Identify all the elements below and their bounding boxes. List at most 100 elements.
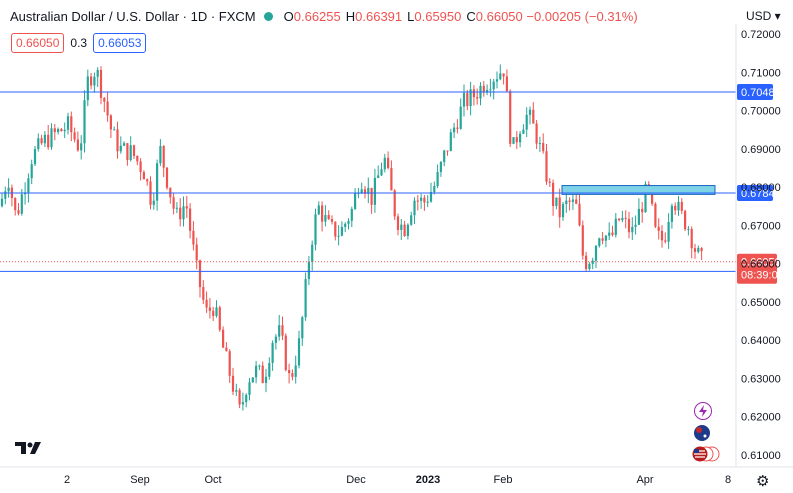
candle-body bbox=[156, 163, 159, 201]
candle-body bbox=[624, 217, 627, 219]
aud-flag-icon[interactable] bbox=[694, 425, 710, 441]
candle-body bbox=[502, 73, 505, 77]
x-tick-label: Sep bbox=[130, 474, 150, 486]
candle-body bbox=[241, 402, 244, 405]
candle-body bbox=[505, 76, 508, 92]
level-price-label: 0.67846 bbox=[741, 188, 781, 200]
candle-body bbox=[7, 187, 10, 192]
buy-button[interactable]: 0.66053 bbox=[93, 33, 147, 53]
candlesticks bbox=[0, 64, 703, 411]
candle-body bbox=[591, 260, 594, 264]
candle-body bbox=[413, 200, 416, 216]
candle-body bbox=[436, 172, 439, 187]
candle-body bbox=[446, 150, 449, 152]
candle-body bbox=[109, 115, 112, 130]
candle-body bbox=[433, 186, 436, 193]
candle-body bbox=[189, 208, 192, 231]
candle-body bbox=[311, 244, 314, 262]
candle-body bbox=[532, 109, 535, 124]
candle-body bbox=[469, 89, 472, 107]
candle-body bbox=[492, 81, 495, 90]
candle-body bbox=[27, 178, 30, 193]
candle-body bbox=[495, 79, 499, 82]
y-tick-label: 0.66000 bbox=[741, 259, 781, 271]
candle-body bbox=[542, 142, 545, 152]
candle-body bbox=[222, 329, 225, 348]
candle-body bbox=[700, 247, 703, 252]
low-label: L bbox=[407, 9, 415, 24]
candle-body bbox=[522, 129, 525, 134]
high-value: 0.66391 bbox=[355, 9, 403, 24]
candle-body bbox=[670, 205, 673, 222]
candle-body bbox=[142, 172, 145, 180]
candle-body bbox=[693, 248, 697, 252]
gear-icon[interactable]: ⚙ bbox=[756, 473, 770, 490]
candle-body bbox=[634, 224, 637, 227]
y-tick-label: 0.62000 bbox=[741, 412, 781, 424]
candle-body bbox=[575, 199, 578, 204]
candle-body bbox=[545, 151, 548, 182]
candle-body bbox=[327, 215, 330, 220]
candle-body bbox=[687, 228, 690, 230]
candle-body bbox=[367, 187, 370, 194]
candle-body bbox=[538, 142, 541, 144]
candle-body bbox=[690, 228, 693, 249]
candle-body bbox=[192, 230, 195, 245]
candle-body bbox=[509, 91, 512, 144]
candle-body bbox=[561, 204, 565, 218]
candle-body bbox=[443, 150, 446, 163]
candle-body bbox=[40, 138, 43, 144]
candle-body bbox=[400, 224, 403, 230]
candle-body bbox=[684, 210, 687, 230]
level-price-tag bbox=[737, 84, 773, 101]
candle-body bbox=[60, 128, 63, 132]
usd-flag-icon[interactable] bbox=[692, 446, 720, 462]
candle-body bbox=[123, 143, 126, 146]
candle-body bbox=[136, 155, 139, 162]
low-value: 0.65950 bbox=[414, 9, 462, 24]
candle-body bbox=[129, 145, 132, 160]
open-value: 0.66255 bbox=[293, 9, 341, 24]
chevron-down-icon: ▾ bbox=[771, 9, 781, 23]
candle-body bbox=[165, 167, 169, 188]
tradingview-logo-icon[interactable] bbox=[15, 440, 43, 456]
candle-body bbox=[387, 157, 390, 168]
y-tick-label: 0.69000 bbox=[741, 144, 781, 156]
y-tick-label: 0.70000 bbox=[741, 106, 781, 118]
candle-body bbox=[598, 238, 601, 246]
candle-body bbox=[499, 73, 502, 80]
candle-body bbox=[390, 167, 393, 191]
candle-body bbox=[380, 169, 383, 176]
lightning-icon[interactable] bbox=[694, 402, 712, 420]
candle-body bbox=[195, 244, 198, 261]
candle-body bbox=[281, 325, 284, 336]
candle-body bbox=[406, 224, 409, 236]
candle-body bbox=[185, 206, 188, 209]
candle-body bbox=[528, 109, 532, 115]
candle-body bbox=[393, 190, 396, 217]
candle-body bbox=[268, 363, 271, 377]
candle-body bbox=[449, 132, 452, 151]
candle-body bbox=[324, 215, 327, 222]
currency-selector[interactable]: USD ▾ bbox=[746, 9, 781, 23]
candle-body bbox=[456, 127, 459, 129]
y-tick-label: 0.65000 bbox=[741, 297, 781, 309]
legend-header: Australian Dollar / U.S. Dollar · 1D · F… bbox=[10, 9, 638, 24]
candle-body bbox=[674, 205, 677, 211]
candle-body bbox=[172, 197, 175, 209]
candle-body bbox=[525, 114, 528, 130]
sell-button[interactable]: 0.66050 bbox=[11, 33, 65, 53]
candle-body bbox=[205, 299, 208, 308]
candle-body bbox=[347, 220, 350, 224]
close-value: 0.66050 −0.00205 (−0.31%) bbox=[475, 9, 638, 24]
market-status-icon bbox=[263, 12, 273, 21]
x-tick-label: 8 bbox=[725, 474, 731, 486]
candle-body bbox=[0, 198, 4, 207]
candle-body bbox=[489, 89, 492, 91]
candle-body bbox=[578, 203, 581, 226]
candle-body bbox=[96, 69, 99, 77]
candle-body bbox=[66, 116, 70, 130]
x-tick-label: 2 bbox=[64, 474, 70, 486]
